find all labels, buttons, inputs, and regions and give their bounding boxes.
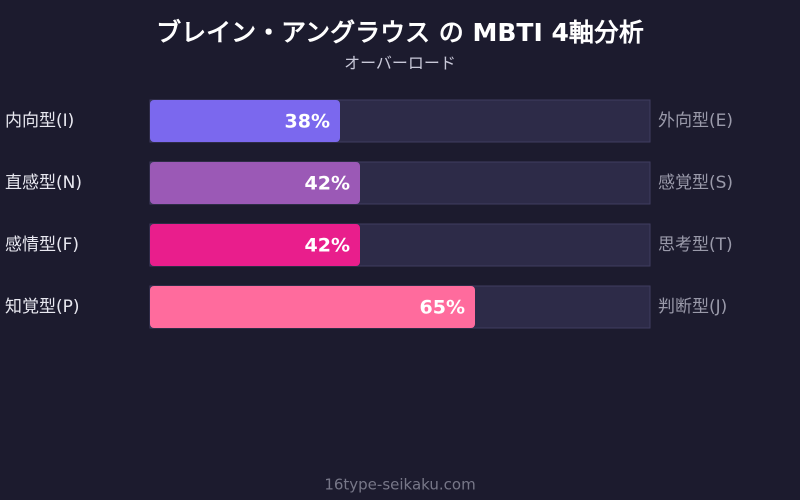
value-label: 42% [305,235,350,257]
left-label: 知覚型(P) [5,297,80,317]
bar [150,286,475,328]
left-label: 内向型(I) [5,111,74,131]
right-label: 外向型(E) [658,111,733,131]
left-label: 感情型(F) [5,235,79,255]
value-label: 38% [285,111,330,133]
left-label: 直感型(N) [5,173,82,193]
footer: 16type-seikaku.com [324,476,475,494]
bar [150,162,360,204]
right-label: 判断型(J) [658,297,727,317]
right-label: 思考型(T) [658,235,733,255]
bar [150,100,340,142]
value-label: 42% [305,173,350,195]
right-label: 感覚型(S) [658,173,733,193]
value-label: 65% [420,297,465,319]
chart-title: ブレイン・アングラウス の MBTI 4軸分析 [156,18,644,47]
chart-subtitle: オーバーロード [344,54,456,73]
bar [150,224,360,266]
